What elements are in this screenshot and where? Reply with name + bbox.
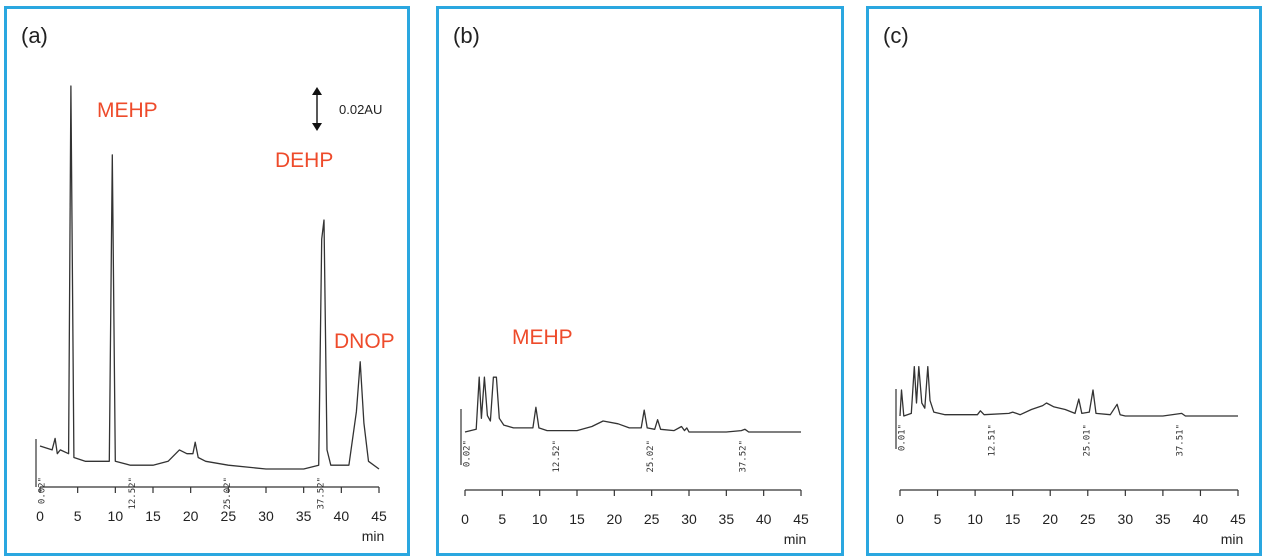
x-tick-label: 45	[1230, 511, 1246, 527]
time-stamp: 37.52"	[316, 477, 326, 510]
time-stamp: 37.51"	[1175, 424, 1185, 457]
panel-label: (a)	[21, 23, 48, 48]
x-tick-label: 10	[108, 508, 124, 524]
chromatogram-b-svg: (b) 0.02" 12.52" 25.02" 37.52" 0 5 10 15 20 25 30 35…	[453, 23, 809, 547]
x-tick-label: 35	[296, 508, 312, 524]
x-tick-label: 45	[371, 508, 387, 524]
panel-label: (b)	[453, 23, 480, 48]
x-tick-label: 5	[74, 508, 82, 524]
scale-bar-arrow-up	[312, 87, 322, 95]
peak-label-mehp: MEHP	[512, 326, 573, 349]
scale-bar-label: 0.02AU	[339, 102, 382, 117]
peak-label-dnop: DNOP	[334, 330, 395, 353]
x-tick-label: 20	[183, 508, 199, 524]
peak-label-dehp: DEHP	[275, 149, 333, 172]
x-tick-label: 20	[607, 511, 623, 527]
x-tick-label: 5	[934, 511, 942, 527]
scale-bar-arrow-down	[312, 123, 322, 131]
x-tick-label: 30	[1118, 511, 1134, 527]
x-tick-label: 0	[36, 508, 44, 524]
chromatogram-c-svg: (c) 0.01" 12.51" 25.01" 37.51" 0 5 10 15 20 25 30 35…	[883, 23, 1246, 547]
x-tick-label: 25	[1080, 511, 1096, 527]
x-axis-unit: min	[1221, 531, 1244, 547]
x-tick-label: 0	[461, 511, 469, 527]
x-tick-label: 20	[1042, 511, 1058, 527]
time-stamp: 25.02"	[646, 440, 656, 473]
time-stamp: 12.51"	[988, 424, 998, 457]
panel-label: (c)	[883, 23, 909, 48]
x-tick-label: 10	[967, 511, 983, 527]
x-tick-label: 35	[719, 511, 735, 527]
x-axis-unit: min	[784, 531, 807, 547]
x-tick-label: 15	[569, 511, 585, 527]
x-tick-label: 25	[644, 511, 660, 527]
x-tick-label: 40	[756, 511, 772, 527]
peak-label-mehp: MEHP	[97, 99, 158, 122]
x-tick-label: 45	[793, 511, 809, 527]
x-tick-label: 25	[221, 508, 237, 524]
chromatogram-panel-b: (b) 0.02" 12.52" 25.02" 37.52" 0 5 10 15 20 25 30 35…	[436, 6, 844, 556]
scale-bar: 0.02AU	[312, 87, 382, 131]
time-stamp: 37.52"	[739, 440, 749, 473]
chromatogram-panel-a: (a) 0.02" 12.52" 25.02" 37.52" 0 5 10 15 20 25 30 35…	[4, 6, 410, 556]
x-tick-label: 15	[1005, 511, 1021, 527]
x-axis-unit: min	[362, 528, 385, 544]
time-stamp: 0.01"	[898, 424, 908, 451]
x-tick-label: 30	[258, 508, 274, 524]
time-stamp: 12.52"	[128, 477, 138, 510]
time-stamp: 0.02"	[462, 440, 472, 467]
chromatogram-a-svg: (a) 0.02" 12.52" 25.02" 37.52" 0 5 10 15 20 25 30 35…	[21, 23, 395, 544]
time-stamp: 25.02"	[223, 477, 233, 510]
x-tick-label: 35	[1155, 511, 1171, 527]
time-stamp: 12.52"	[552, 440, 562, 473]
x-tick-label: 40	[334, 508, 350, 524]
chromatogram-trace	[39, 85, 380, 470]
x-tick-label: 30	[681, 511, 697, 527]
x-tick-label: 0	[896, 511, 904, 527]
time-stamp: 25.01"	[1082, 424, 1092, 457]
x-tick-label: 40	[1193, 511, 1209, 527]
x-tick-label: 15	[145, 508, 161, 524]
x-tick-label: 10	[532, 511, 548, 527]
chromatogram-trace	[899, 365, 1238, 417]
time-stamp: 0.02"	[38, 477, 48, 504]
x-tick-label: 5	[498, 511, 506, 527]
chromatogram-panel-c: (c) 0.01" 12.51" 25.01" 37.51" 0 5 10 15 20 25 30 35…	[866, 6, 1262, 556]
chromatogram-trace	[464, 376, 801, 433]
